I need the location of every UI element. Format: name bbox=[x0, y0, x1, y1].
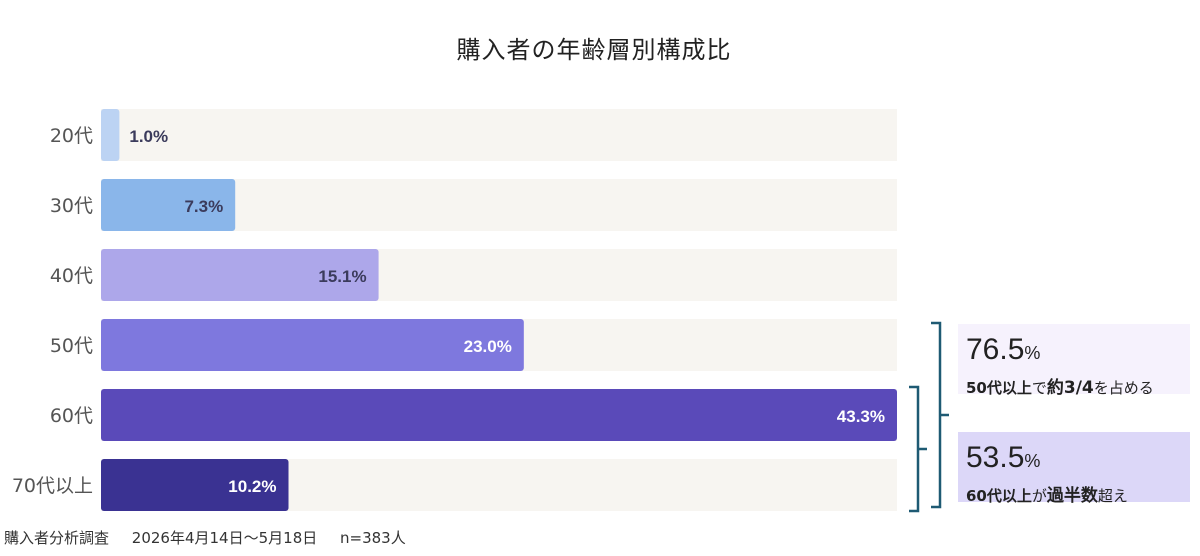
callout-50s-plus: 76.5% 50代以上で約3/4を占める bbox=[958, 324, 1190, 398]
bracket-50s-plus bbox=[931, 321, 949, 509]
callout-text: 50代以上で約3/4を占める bbox=[966, 378, 1154, 398]
category-label: 30代 bbox=[50, 195, 93, 217]
value-label: 10.2% bbox=[228, 477, 276, 496]
category-label: 70代以上 bbox=[12, 475, 93, 497]
bar-2 bbox=[101, 249, 379, 301]
brackets-group bbox=[909, 321, 949, 513]
callout-60s-plus: 53.5% 60代以上が過半数超え bbox=[958, 432, 1190, 506]
value-label: 15.1% bbox=[318, 267, 366, 286]
footnote-sample: n=383人 bbox=[340, 529, 406, 547]
category-label: 60代 bbox=[50, 405, 93, 427]
bracket-60s-plus bbox=[909, 385, 927, 513]
category-label: 50代 bbox=[50, 335, 93, 357]
callout-value: 76.5% bbox=[966, 333, 1041, 366]
bar-0 bbox=[101, 109, 120, 161]
value-label: 43.3% bbox=[837, 407, 885, 426]
bar-5 bbox=[101, 459, 289, 511]
bars-group: 20代 1.0% 30代 7.3% 40代 15.1% 50代 23.0% 60代 43.3% 70… bbox=[12, 109, 897, 511]
bar-3 bbox=[101, 319, 524, 371]
value-label: 1.0% bbox=[129, 127, 168, 146]
callout-value: 53.5% bbox=[966, 441, 1041, 474]
category-label: 40代 bbox=[50, 265, 93, 287]
bar-4 bbox=[101, 389, 897, 441]
callout-text: 60代以上が過半数超え bbox=[966, 486, 1128, 506]
footnote-survey: 購入者分析調査 bbox=[4, 529, 110, 547]
footnote: 購入者分析調査 2026年4月14日〜5月18日 n=383人 bbox=[4, 527, 424, 548]
value-label: 7.3% bbox=[184, 197, 223, 216]
chart-title: 購入者の年齢層別構成比 bbox=[456, 36, 732, 64]
footnote-period: 2026年4月14日〜5月18日 bbox=[131, 529, 318, 547]
category-label: 20代 bbox=[50, 125, 93, 147]
value-label: 23.0% bbox=[464, 337, 512, 356]
bar-track bbox=[101, 109, 897, 161]
bar-1 bbox=[101, 179, 236, 231]
